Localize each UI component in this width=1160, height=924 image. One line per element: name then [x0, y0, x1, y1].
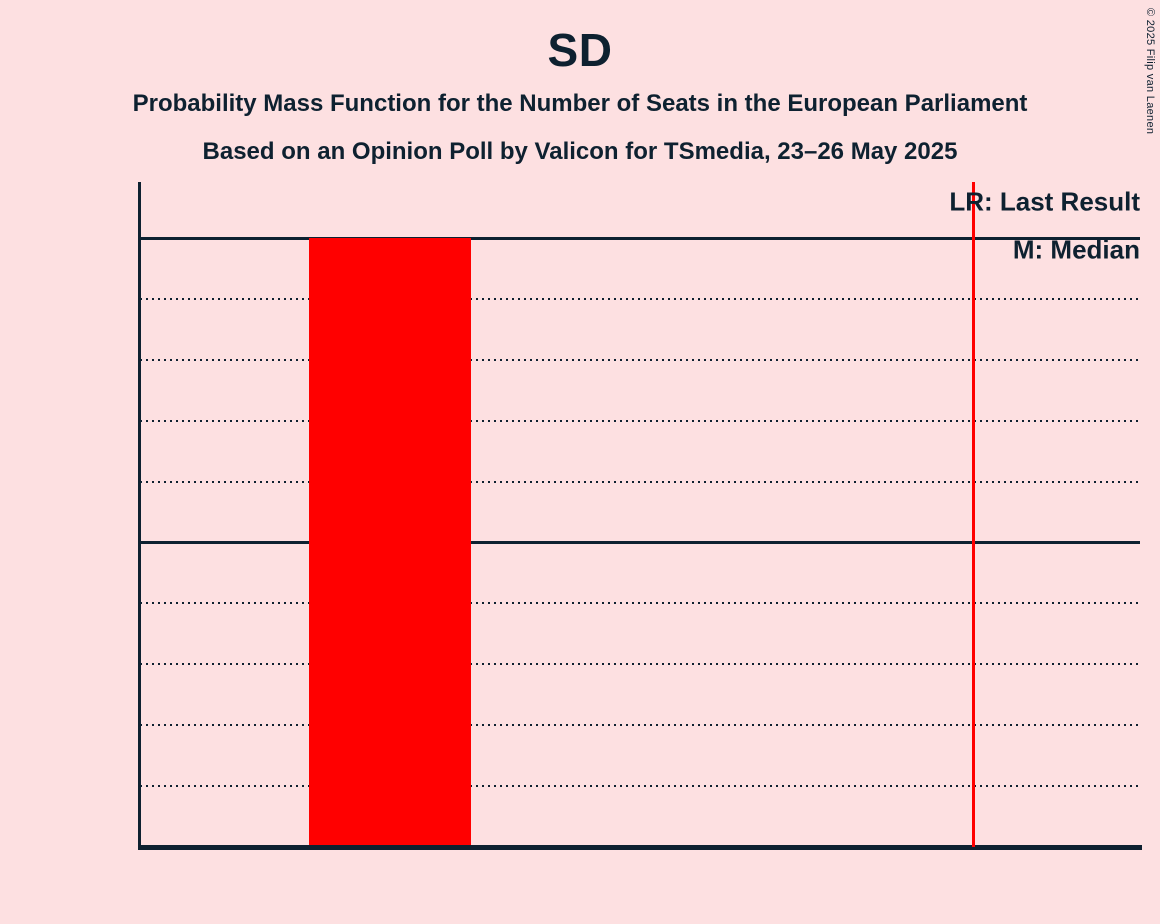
gridline-dotted-80: [140, 358, 1140, 361]
gridline-dotted-20: [140, 724, 1140, 727]
gridline-dotted-60: [140, 480, 1140, 483]
last-result-line: [971, 182, 975, 847]
gridline-dotted-70: [140, 419, 1140, 422]
gridline-solid-50: [140, 541, 1140, 544]
bar-seats-1: [308, 238, 472, 847]
gridline-dotted-10: [140, 785, 1140, 788]
legend-last-result: LR: Last Result: [949, 186, 1140, 217]
gridline-dotted-40: [140, 602, 1140, 605]
gridline-dotted-90: [140, 297, 1140, 300]
copyright-notice: © 2025 Filip van Laenen: [1144, 8, 1156, 135]
chart-title: SD: [547, 24, 613, 76]
chart-subtitle: Probability Mass Function for the Number…: [132, 90, 1028, 117]
gridline-solid-100: [140, 236, 1140, 240]
x-axis-line: [138, 845, 1142, 850]
y-axis-line: [138, 182, 141, 850]
gridline-dotted-30: [140, 663, 1140, 666]
chart-poll-source: Based on an Opinion Poll by Valicon for …: [202, 138, 958, 165]
legend-median: M: Median: [1012, 234, 1140, 265]
